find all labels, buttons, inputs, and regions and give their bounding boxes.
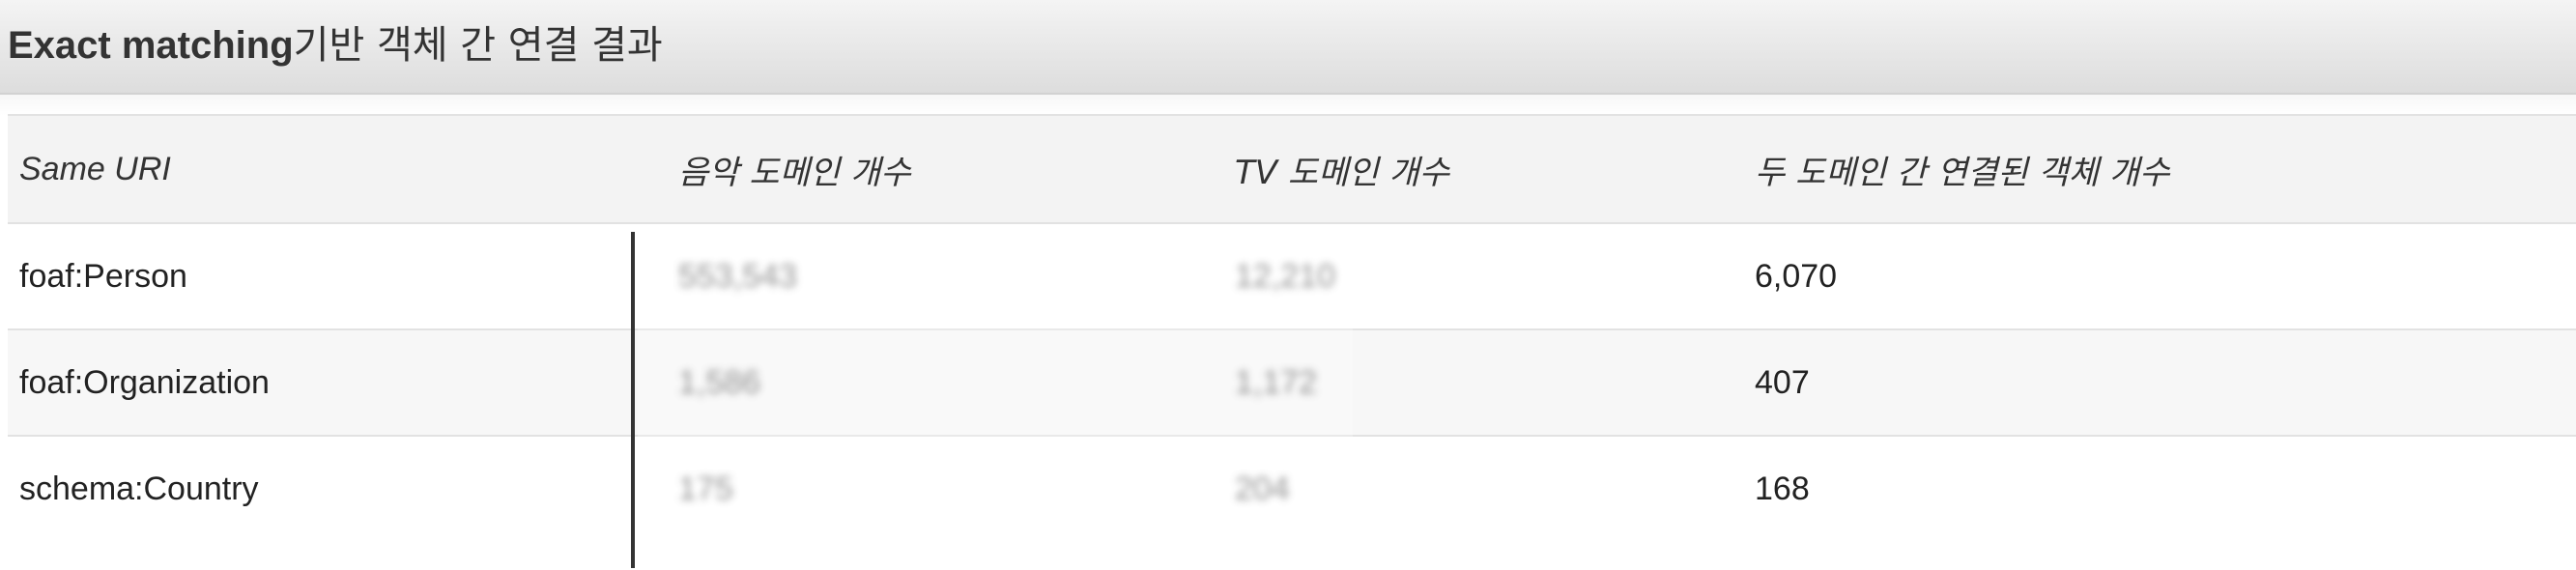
title-separator-band [0, 95, 2576, 116]
cell-tv-count: 12,210 [1235, 257, 1335, 295]
table-row: foaf:Organization 1,586 1,172 407 [8, 328, 2576, 435]
cell-music-count: 1,586 [678, 363, 761, 401]
cell-uri: foaf:Person [19, 257, 187, 295]
cell-linked-count: 168 [1755, 470, 1810, 507]
table-row: foaf:Person 553,543 12,210 6,070 [8, 222, 2576, 328]
slide-title-latin: Exact matching [8, 24, 294, 67]
cell-uri: foaf:Organization [19, 363, 270, 401]
table-header-row: Same URI 음악 도메인 개수 TV 도메인 개수 두 도메인 간 연결된… [8, 114, 2576, 222]
cell-music-count: 175 [678, 470, 733, 507]
cell-music-count: 553,543 [678, 257, 797, 295]
cell-linked-count: 407 [1755, 363, 1810, 401]
header-same-uri: Same URI [19, 150, 171, 187]
column-divider-line [631, 232, 635, 568]
cell-tv-count: 204 [1235, 470, 1290, 507]
header-linked-count: 두 도메인 간 연결된 객체 개수 [1755, 153, 2170, 192]
table-row: schema:Country 175 204 168 [8, 435, 2576, 570]
slide-title-korean: 기반 객체 간 연결 결과 [293, 23, 663, 68]
slide-title-bar: Exact matching기반 객체 간 연결 결과 [0, 0, 2576, 95]
header-music-count: 음악 도메인 개수 [678, 153, 911, 192]
header-tv-count: TV 도메인 개수 [1235, 153, 1450, 192]
cell-uri: schema:Country [19, 470, 259, 507]
slide-title: Exact matching기반 객체 간 연결 결과 [8, 14, 663, 70]
cell-tv-count: 1,172 [1235, 363, 1318, 401]
results-table: Same URI 음악 도메인 개수 TV 도메인 개수 두 도메인 간 연결된… [8, 114, 2576, 570]
cell-linked-count: 6,070 [1755, 257, 1838, 295]
